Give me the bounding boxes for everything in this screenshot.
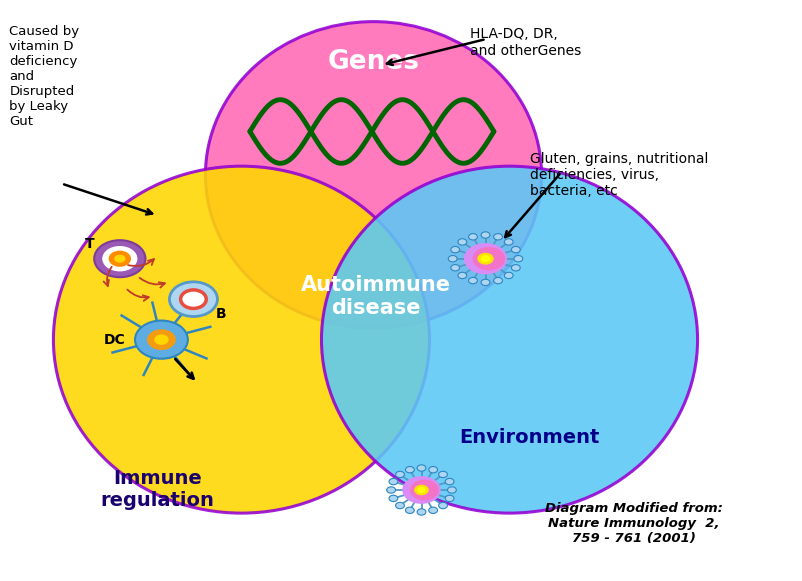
Circle shape <box>94 240 145 277</box>
Circle shape <box>513 256 522 262</box>
Text: Autoimmune
disease: Autoimmune disease <box>301 275 451 318</box>
Circle shape <box>102 246 137 271</box>
Text: Caused by
vitamin D
deficiency
and
Disrupted
by Leaky
Gut: Caused by vitamin D deficiency and Disru… <box>10 24 79 127</box>
Circle shape <box>504 272 512 279</box>
Text: DC: DC <box>104 333 126 347</box>
Circle shape <box>504 239 512 245</box>
Circle shape <box>180 290 206 309</box>
Text: Gluten, grains, nutritional
deficiencies, virus,
bacteria, etc: Gluten, grains, nutritional deficiencies… <box>529 152 707 198</box>
Circle shape <box>154 335 168 345</box>
Circle shape <box>388 478 397 485</box>
Circle shape <box>147 329 176 350</box>
Text: Diagram Modified from:
Nature Immunology  2,
759 - 761 (2001): Diagram Modified from: Nature Immunology… <box>544 502 722 545</box>
Circle shape <box>472 247 504 270</box>
Circle shape <box>402 476 440 504</box>
Circle shape <box>410 479 438 500</box>
Text: B: B <box>215 307 225 321</box>
Circle shape <box>464 243 507 274</box>
Circle shape <box>135 321 188 358</box>
Circle shape <box>428 507 437 514</box>
Circle shape <box>388 495 397 501</box>
Ellipse shape <box>321 166 697 513</box>
Circle shape <box>395 503 404 509</box>
Circle shape <box>417 487 425 493</box>
Circle shape <box>395 471 404 478</box>
Circle shape <box>108 250 131 267</box>
Circle shape <box>387 487 395 493</box>
Circle shape <box>480 255 490 262</box>
Circle shape <box>438 471 447 478</box>
Circle shape <box>480 279 489 286</box>
Text: Immune
regulation: Immune regulation <box>100 469 214 511</box>
Circle shape <box>457 239 466 245</box>
Circle shape <box>468 277 476 284</box>
Circle shape <box>416 465 425 471</box>
Circle shape <box>405 467 414 473</box>
Circle shape <box>457 272 466 279</box>
Circle shape <box>511 264 520 271</box>
Circle shape <box>414 485 428 495</box>
Circle shape <box>511 246 520 253</box>
Circle shape <box>405 507 414 514</box>
Circle shape <box>448 256 456 262</box>
Text: Environment: Environment <box>459 428 599 447</box>
Circle shape <box>450 264 459 271</box>
Circle shape <box>428 467 437 473</box>
Circle shape <box>114 254 125 263</box>
Circle shape <box>493 234 502 240</box>
Circle shape <box>447 487 456 493</box>
Text: T: T <box>84 237 94 251</box>
Circle shape <box>169 282 217 317</box>
Circle shape <box>444 478 453 485</box>
Circle shape <box>480 232 489 238</box>
Circle shape <box>416 509 425 515</box>
Ellipse shape <box>54 166 429 513</box>
Text: HLA-DQ, DR,
and otherGenes: HLA-DQ, DR, and otherGenes <box>469 27 580 58</box>
Circle shape <box>493 277 502 284</box>
Circle shape <box>444 495 453 501</box>
Ellipse shape <box>205 21 541 328</box>
Circle shape <box>468 234 476 240</box>
Circle shape <box>450 246 459 253</box>
Circle shape <box>476 253 493 264</box>
Text: Genes: Genes <box>327 49 419 75</box>
Circle shape <box>438 503 447 509</box>
